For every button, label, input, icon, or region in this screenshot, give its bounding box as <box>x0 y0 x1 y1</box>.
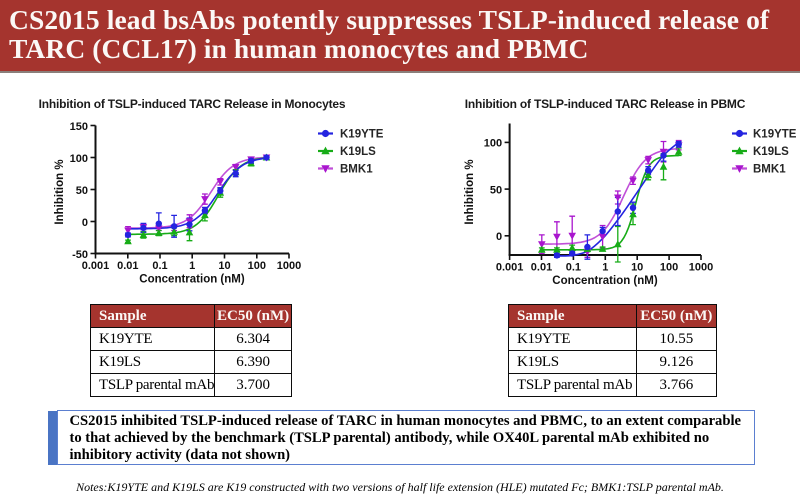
svg-text:0: 0 <box>496 231 502 243</box>
svg-text:BMK1: BMK1 <box>340 164 373 176</box>
svg-text:0.01: 0.01 <box>531 261 552 273</box>
svg-text:0.1: 0.1 <box>566 261 581 273</box>
svg-text:50: 50 <box>76 185 88 197</box>
svg-text:K19YTE: K19YTE <box>340 129 384 141</box>
svg-text:1000: 1000 <box>277 260 301 272</box>
svg-text:150: 150 <box>70 121 88 133</box>
svg-text:K19LS: K19LS <box>340 146 376 158</box>
svg-text:-50: -50 <box>72 249 88 261</box>
svg-text:K19LS: K19LS <box>753 146 789 158</box>
svg-text:100: 100 <box>70 153 88 165</box>
svg-text:Concentration (nM): Concentration (nM) <box>552 275 658 287</box>
svg-text:BMK1: BMK1 <box>753 164 786 176</box>
svg-text:100: 100 <box>484 138 502 150</box>
svg-text:Inhibition of TSLP-induced TAR: Inhibition of TSLP-induced TARC Release … <box>39 97 346 111</box>
svg-text:Concentration (nM): Concentration (nM) <box>139 274 245 286</box>
svg-text:1: 1 <box>189 260 195 272</box>
svg-text:K19YTE: K19YTE <box>753 129 797 141</box>
svg-text:Inhibition %: Inhibition % <box>54 159 66 224</box>
svg-text:Inhibition %: Inhibition % <box>464 159 476 224</box>
svg-text:1000: 1000 <box>689 261 713 273</box>
svg-text:10: 10 <box>218 260 230 272</box>
svg-text:Inhibition of TSLP-induced TAR: Inhibition of TSLP-induced TARC Release … <box>465 97 746 111</box>
svg-text:10: 10 <box>631 261 643 273</box>
svg-text:0.001: 0.001 <box>496 261 524 273</box>
svg-text:0.001: 0.001 <box>82 260 110 272</box>
svg-text:50: 50 <box>490 184 502 196</box>
svg-text:100: 100 <box>660 261 678 273</box>
svg-text:0.1: 0.1 <box>152 260 167 272</box>
svg-text:0: 0 <box>82 217 88 229</box>
svg-text:1: 1 <box>602 261 608 273</box>
svg-text:100: 100 <box>248 260 266 272</box>
svg-text:0.01: 0.01 <box>117 260 138 272</box>
